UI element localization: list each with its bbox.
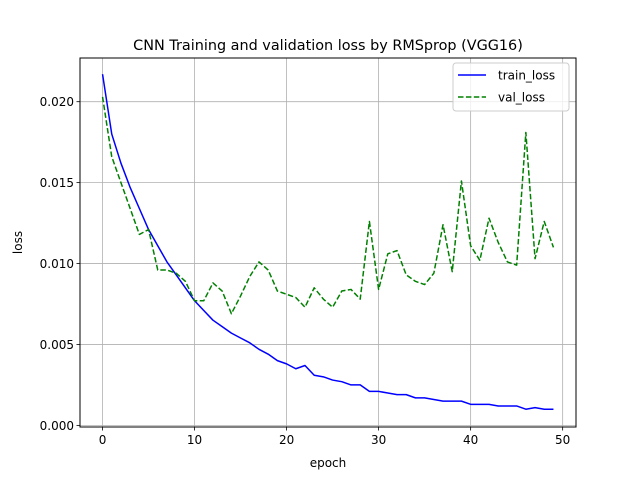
series-lines (101, 74, 555, 410)
series-line-train-loss (101, 74, 554, 410)
y-tick-label: 0.005 (40, 338, 74, 352)
legend-label-val-loss: val_loss (498, 91, 545, 105)
x-axis-label: epoch (310, 456, 347, 470)
y-tick-label: 0.000 (40, 419, 74, 433)
plot-area-frame (79, 57, 577, 428)
axis-ticks: 0 10 20 30 40 50 0.000 0.005 0.010 0.015 0.020 (40, 95, 571, 447)
y-axis-label: loss (11, 231, 25, 254)
x-tick-label: 0 (99, 433, 107, 447)
x-tick-label: 50 (555, 433, 570, 447)
legend: train_loss val_loss (452, 62, 570, 112)
chart-title: CNN Training and validation loss by RMSp… (133, 38, 523, 54)
y-tick-label: 0.010 (40, 257, 74, 271)
x-tick-label: 40 (463, 433, 478, 447)
x-tick-label: 10 (187, 433, 202, 447)
y-tick-label: 0.015 (40, 176, 74, 190)
x-tick-label: 20 (279, 433, 294, 447)
legend-label-train-loss: train_loss (498, 69, 555, 83)
y-tick-label: 0.020 (40, 95, 74, 109)
series-line-val-loss (101, 96, 555, 315)
x-tick-label: 30 (371, 433, 386, 447)
